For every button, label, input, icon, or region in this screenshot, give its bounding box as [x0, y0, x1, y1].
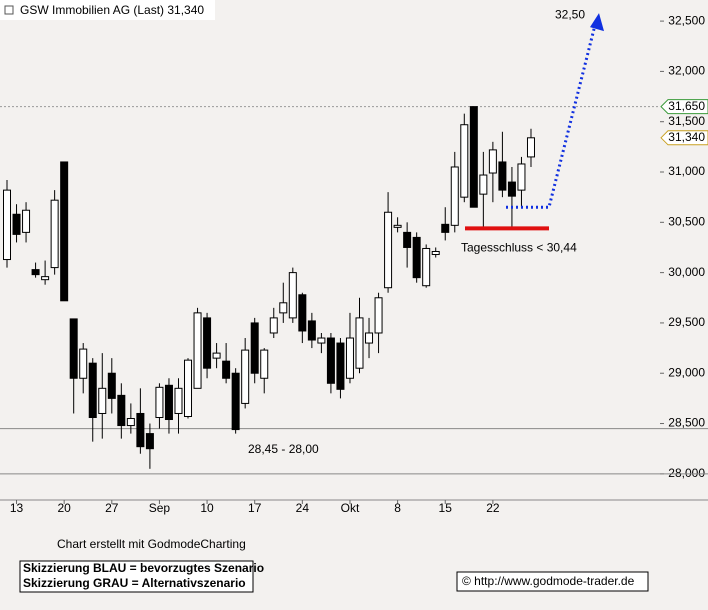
candle-body	[155, 386, 164, 419]
x-tick-label: 27	[105, 501, 119, 515]
candle-body	[393, 224, 402, 228]
x-tick-label: 22	[486, 501, 500, 515]
support-label: 28,45 - 28,00	[248, 442, 319, 456]
price-tag-label: 31,340	[668, 130, 705, 144]
candle-body	[98, 387, 107, 414]
candle-body	[41, 276, 50, 281]
candle-body	[422, 247, 431, 287]
candle-body	[298, 294, 307, 332]
price-tag	[660, 130, 708, 146]
candle-body	[88, 362, 97, 419]
candle-body	[526, 137, 535, 158]
candle-body	[3, 189, 11, 261]
y-tick-label: 31,500	[668, 114, 705, 128]
x-tick-label: 15	[439, 501, 453, 515]
candle-body	[184, 359, 193, 417]
y-tick-label: 30,500	[668, 214, 705, 228]
x-tick-label: 8	[394, 501, 401, 515]
candle-body	[345, 337, 354, 379]
candle-body	[507, 181, 516, 197]
scenario-label: 32,50	[555, 7, 585, 21]
candle-body	[288, 272, 297, 319]
scenario-path	[506, 20, 598, 209]
candle-body	[412, 236, 421, 279]
candle-body	[203, 317, 212, 369]
candle-body	[460, 124, 469, 198]
candle-body	[488, 149, 497, 174]
candle-body	[317, 337, 326, 344]
candle-body	[479, 174, 488, 195]
candle-body	[212, 352, 221, 359]
candle-body	[431, 250, 440, 256]
candle-body	[164, 384, 173, 421]
legend-entry: Skizzierung GRAU = Alternativszenario	[23, 576, 246, 590]
candle-body	[403, 231, 412, 248]
x-tick-label: Okt	[341, 501, 360, 515]
title-box	[0, 0, 215, 20]
y-tick-label: 29,000	[668, 365, 705, 379]
x-tick-label: 20	[57, 501, 71, 515]
candle-body	[60, 161, 69, 302]
candle-body	[126, 418, 135, 427]
candle-body	[374, 297, 383, 334]
candle-body	[260, 349, 269, 379]
candle-body	[231, 372, 240, 431]
x-tick-label: 17	[248, 501, 262, 515]
chart-title: GSW Immobilien AG (Last) 31,340	[20, 3, 204, 17]
candle-body	[326, 337, 335, 384]
candle-body	[441, 223, 450, 233]
scenario-arrow	[590, 13, 604, 32]
copyright: © http://www.godmode-trader.de	[462, 574, 635, 588]
candle-body	[469, 106, 478, 208]
y-tick-label: 28,500	[668, 416, 705, 430]
candle-body	[307, 320, 316, 341]
candle-body	[355, 317, 364, 369]
legend-entry: Skizzierung BLAU = bevorzugtes Szenario	[23, 561, 264, 575]
candle-body	[450, 166, 459, 226]
candle-body	[336, 342, 345, 390]
candle-body	[136, 412, 145, 448]
x-tick-label: 10	[200, 501, 214, 515]
price-tag	[660, 99, 708, 115]
candle-body	[22, 209, 31, 233]
y-tick-label: 29,500	[668, 315, 705, 329]
price-tag-label: 31,650	[668, 99, 705, 113]
x-tick-label: 24	[296, 501, 310, 515]
candle-body	[498, 161, 507, 191]
candle-body	[193, 312, 202, 389]
y-tick-label: 31,000	[668, 164, 705, 178]
candle-body	[517, 163, 526, 191]
candle-body	[250, 322, 259, 374]
candle-body	[384, 211, 393, 289]
candle-body	[222, 360, 231, 379]
x-tick-label: Sep	[149, 501, 171, 515]
candle-body	[12, 213, 21, 235]
candle-body	[69, 318, 78, 379]
copyright-box	[456, 571, 649, 592]
candle-body	[50, 199, 59, 269]
candle-body	[31, 269, 40, 276]
candle-body	[107, 372, 116, 399]
candle-body	[279, 302, 288, 314]
y-tick-label: 30,000	[668, 265, 705, 279]
candle-body	[174, 387, 183, 414]
x-tick-label: 13	[10, 501, 24, 515]
stop-label: Tagesschluss < 30,44	[461, 241, 577, 255]
y-tick-label: 32,500	[668, 13, 705, 27]
candle-body	[269, 317, 278, 334]
candle-body	[365, 332, 374, 344]
y-tick-label: 28,000	[668, 466, 705, 480]
title-icon	[4, 5, 14, 15]
credit: Chart erstellt mit GodmodeCharting	[57, 537, 246, 551]
candle-body	[145, 433, 154, 450]
legend-box	[19, 560, 254, 593]
candle-body	[117, 394, 126, 427]
candle-body	[79, 348, 88, 379]
y-tick-label: 32,000	[668, 64, 705, 78]
candle-body	[241, 349, 250, 404]
